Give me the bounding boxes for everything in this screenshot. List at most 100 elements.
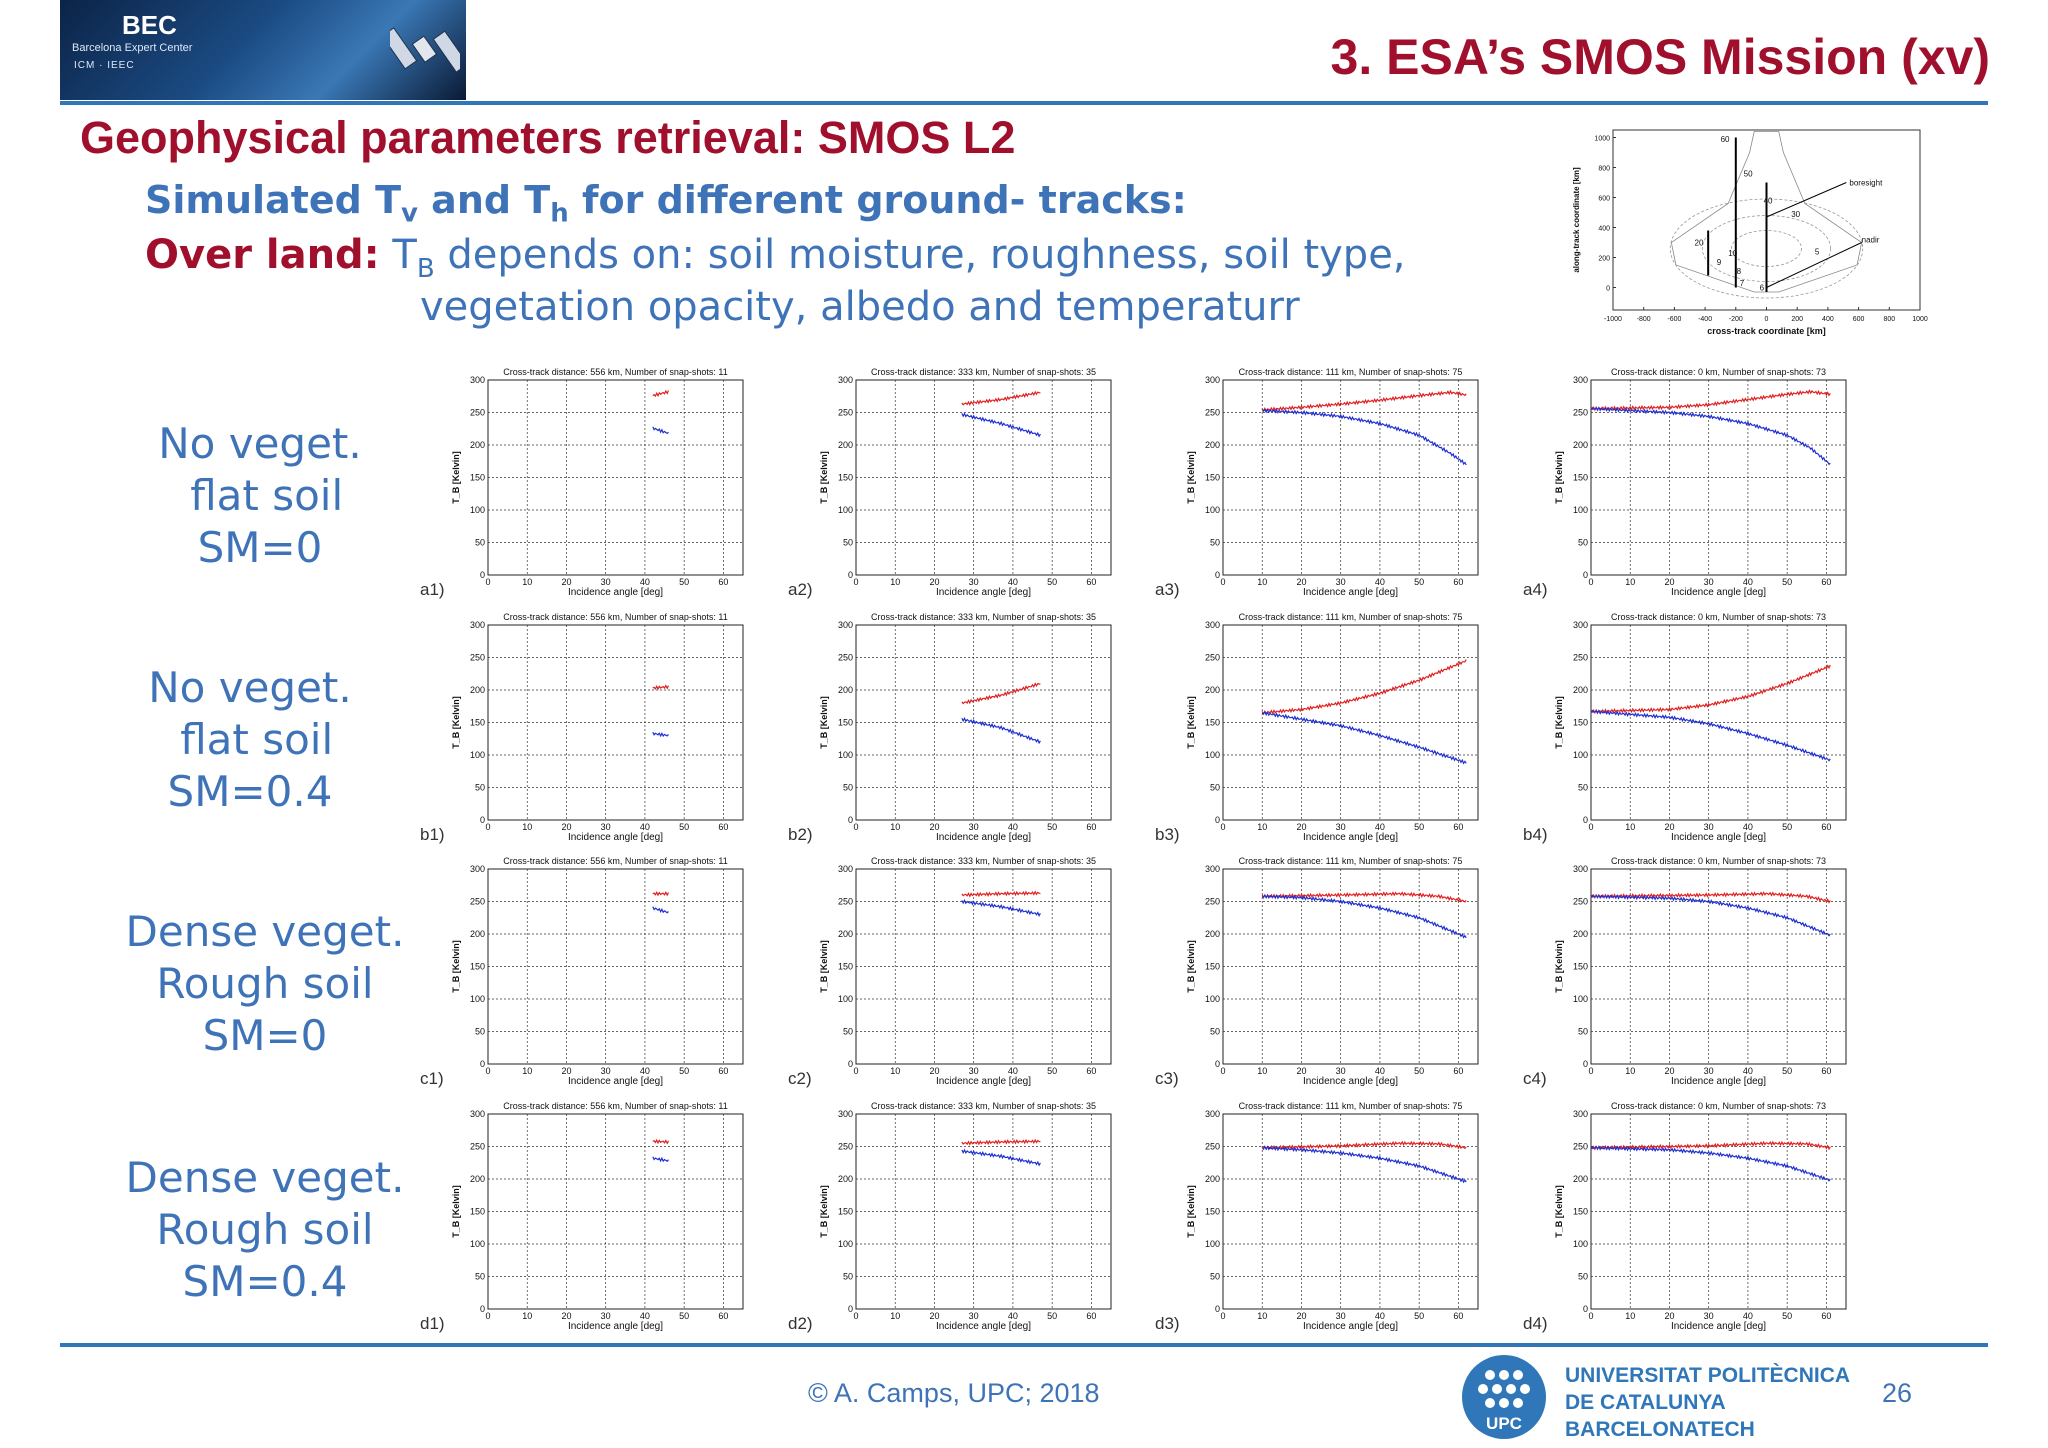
- panel-xlabel: Incidence angle [deg]: [568, 587, 663, 598]
- xtick-label: 60: [718, 1311, 728, 1321]
- ytick-label: 300: [1573, 864, 1588, 874]
- xtick-label: 20: [1664, 822, 1674, 832]
- ytick-label: 0: [480, 815, 485, 825]
- panel-a1: 0 10 20 30 40 50 60 0 50 100 150 200 250 300 Cross-tra…: [420, 367, 744, 599]
- panel-b1: 0 10 20 30 40 50 60 0 50 100 150 200 250 300 Cross-tra…: [420, 612, 744, 844]
- footer-university-name: UNIVERSITAT POLITÈCNICA DE CATALUNYA BAR…: [1565, 1364, 1851, 1441]
- xtick-label: 60: [1453, 1066, 1463, 1076]
- xtick-label: 10: [522, 822, 532, 832]
- xtick-label: 40: [1375, 1066, 1385, 1076]
- diagram-contour-label: 6: [1760, 284, 1765, 293]
- panel-title: Cross-track distance: 333 km, Number of …: [871, 856, 1096, 866]
- ytick-label: 0: [480, 570, 485, 580]
- xtick-label: 30: [601, 577, 611, 587]
- diagram-contour-label: 60: [1721, 135, 1730, 144]
- ytick-label: 200: [470, 440, 485, 450]
- panel-label: a4): [1523, 580, 1548, 599]
- series-th-line: [1590, 388, 1831, 412]
- series-tv-line: [1262, 1145, 1467, 1184]
- xtick-label: 30: [1704, 822, 1714, 832]
- panel-ylabel: T_B [Kelvin]: [819, 940, 829, 993]
- ytick-label: 300: [1205, 1109, 1220, 1119]
- panel-d1: 0 10 20 30 40 50 60 0 50 100 150 200 250 300 Cross-tra…: [420, 1101, 744, 1333]
- upc-logo: UPC: [1462, 1355, 1546, 1439]
- ytick-label: 0: [1215, 1059, 1220, 1069]
- ytick-label: 150: [1205, 718, 1220, 728]
- ytick-label: 150: [470, 473, 485, 483]
- xtick-label: 20: [929, 577, 939, 587]
- ytick-label: 250: [1573, 1142, 1588, 1152]
- xtick-label: 10: [1257, 577, 1267, 587]
- series-th-line: [961, 1138, 1041, 1146]
- series-tv-line: [1262, 710, 1467, 765]
- xtick-label: 50: [1047, 577, 1057, 587]
- bec-logo-text: BEC: [122, 10, 177, 40]
- text-part: T: [379, 232, 417, 278]
- panel-title: Cross-track distance: 0 km, Number of sn…: [1611, 367, 1826, 377]
- diagram-xtick-label: -1000: [1604, 316, 1622, 323]
- panel-b4: 0 10 20 30 40 50 60 0 50 100 150 200 250 300 Cross-tra…: [1523, 612, 1847, 844]
- diagram-ytick-label: 0: [1606, 286, 1610, 293]
- panel-label: b1): [420, 825, 445, 844]
- ytick-label: 0: [1215, 1304, 1220, 1314]
- panel-ylabel: T_B [Kelvin]: [1186, 696, 1196, 749]
- panel-xlabel: Incidence angle [deg]: [936, 1076, 1031, 1087]
- panel-title: Cross-track distance: 333 km, Number of …: [871, 1101, 1096, 1111]
- panel-title: Cross-track distance: 556 km, Number of …: [503, 612, 727, 622]
- ytick-label: 0: [1583, 815, 1588, 825]
- panel-title: Cross-track distance: 333 km, Number of …: [871, 612, 1096, 622]
- ytick-label: 300: [470, 1109, 485, 1119]
- panel-xlabel: Incidence angle [deg]: [1303, 1321, 1398, 1332]
- panel-xlabel: Incidence angle [deg]: [936, 1321, 1031, 1332]
- xtick-label: 40: [640, 822, 650, 832]
- series-tv-line: [652, 906, 669, 914]
- ytick-label: 150: [470, 718, 485, 728]
- xtick-label: 0: [485, 1311, 490, 1321]
- panel-label: a2): [788, 580, 813, 599]
- series-th-line: [961, 890, 1041, 898]
- panel-b3: 0 10 20 30 40 50 60 0 50 100 150 200 250 300 Cross-tra…: [1155, 612, 1479, 844]
- xtick-label: 60: [1821, 822, 1831, 832]
- ytick-label: 300: [1205, 864, 1220, 874]
- panel-c4: 0 10 20 30 40 50 60 0 50 100 150 200 250 300 Cross-tra…: [1523, 856, 1847, 1088]
- upc-logo-text: UPC: [1486, 1414, 1522, 1433]
- bec-logo: BEC Barcelona Expert Center ICM · IEEC: [60, 0, 466, 100]
- header-divider: [60, 101, 1988, 105]
- ytick-label: 300: [470, 864, 485, 874]
- ytick-label: 50: [1210, 783, 1220, 793]
- panel-title: Cross-track distance: 111 km, Number of …: [1239, 367, 1463, 377]
- xtick-label: 10: [890, 1311, 900, 1321]
- xtick-label: 20: [1664, 577, 1674, 587]
- ytick-label: 100: [1205, 994, 1220, 1004]
- ytick-label: 100: [470, 505, 485, 515]
- series-tv-line: [961, 717, 1041, 745]
- xtick-label: 50: [679, 822, 689, 832]
- xtick-label: 30: [1704, 1311, 1714, 1321]
- xtick-label: 10: [1257, 1311, 1267, 1321]
- ytick-label: 0: [1583, 1304, 1588, 1314]
- ytick-label: 250: [1205, 408, 1220, 418]
- ytick-label: 300: [838, 864, 853, 874]
- text-vegetation: vegetation opacity, albedo and temperatu…: [420, 284, 1300, 330]
- xtick-label: 40: [1008, 822, 1018, 832]
- panel-ylabel: T_B [Kelvin]: [451, 451, 461, 504]
- xtick-label: 20: [1296, 1311, 1306, 1321]
- text-part: for different ground- tracks:: [568, 178, 1187, 222]
- series-tv-line: [961, 899, 1041, 917]
- xtick-label: 40: [640, 1066, 650, 1076]
- ytick-label: 150: [470, 1207, 485, 1217]
- panel-xlabel: Incidence angle [deg]: [936, 832, 1031, 843]
- ytick-label: 100: [1205, 750, 1220, 760]
- diagram-contour-label: 5: [1815, 248, 1820, 257]
- xtick-label: 60: [718, 822, 728, 832]
- diagram-contour: [1701, 215, 1832, 282]
- slide-subtitle: Geophysical parameters retrieval: SMOS L…: [80, 112, 1016, 163]
- xtick-label: 60: [1086, 822, 1096, 832]
- ytick-label: 150: [1573, 718, 1588, 728]
- xtick-label: 60: [1086, 1311, 1096, 1321]
- xtick-label: 0: [1220, 822, 1225, 832]
- text-over-land: Over land: TB depends on: soil moisture,…: [145, 232, 1406, 284]
- xtick-label: 30: [969, 822, 979, 832]
- ytick-label: 0: [1215, 570, 1220, 580]
- diagram-ytick-label: 400: [1598, 226, 1610, 233]
